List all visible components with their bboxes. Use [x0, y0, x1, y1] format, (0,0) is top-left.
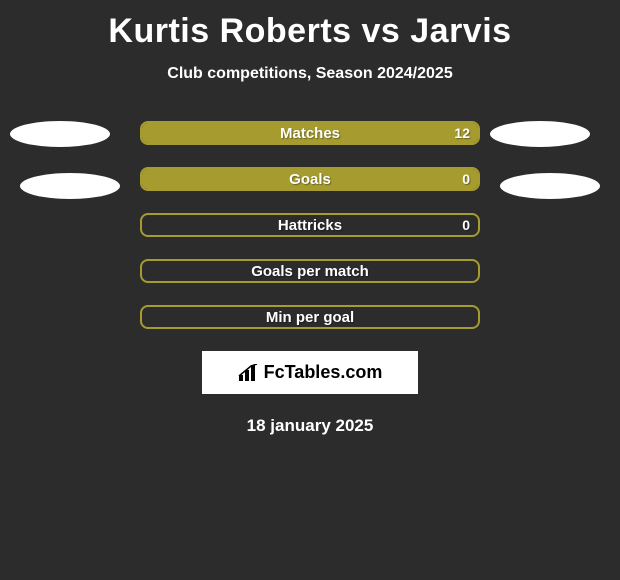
bar-row: Hattricks 0 — [140, 213, 480, 237]
bar-chart-icon — [238, 364, 260, 382]
bar-label: Goals per match — [251, 263, 369, 280]
bar-value-right: 0 — [462, 171, 470, 187]
bar-label: Hattricks — [278, 217, 342, 234]
brand-text: FcTables.com — [264, 362, 383, 383]
bar-row: Matches 12 — [140, 121, 480, 145]
bar-value-right: 12 — [454, 125, 470, 141]
brand-box: FcTables.com — [202, 351, 418, 394]
player-left-ellipse-1 — [10, 121, 110, 147]
player-left-ellipse-2 — [20, 173, 120, 199]
bar-label: Matches — [280, 125, 340, 142]
player-right-ellipse-1 — [490, 121, 590, 147]
bar-row: Goals per match — [140, 259, 480, 283]
bar-value-right: 0 — [462, 217, 470, 233]
subtitle: Club competitions, Season 2024/2025 — [0, 65, 620, 83]
bars-container: Matches 12 Goals 0 Hattricks 0 Goals per… — [140, 121, 480, 329]
page-title: Kurtis Roberts vs Jarvis — [0, 12, 620, 51]
player-right-ellipse-2 — [500, 173, 600, 199]
bar-label: Goals — [289, 171, 331, 188]
bar-row: Min per goal — [140, 305, 480, 329]
date-label: 18 january 2025 — [0, 416, 620, 436]
bar-label: Min per goal — [266, 309, 354, 326]
bar-row: Goals 0 — [140, 167, 480, 191]
comparison-chart: Matches 12 Goals 0 Hattricks 0 Goals per… — [0, 121, 620, 436]
